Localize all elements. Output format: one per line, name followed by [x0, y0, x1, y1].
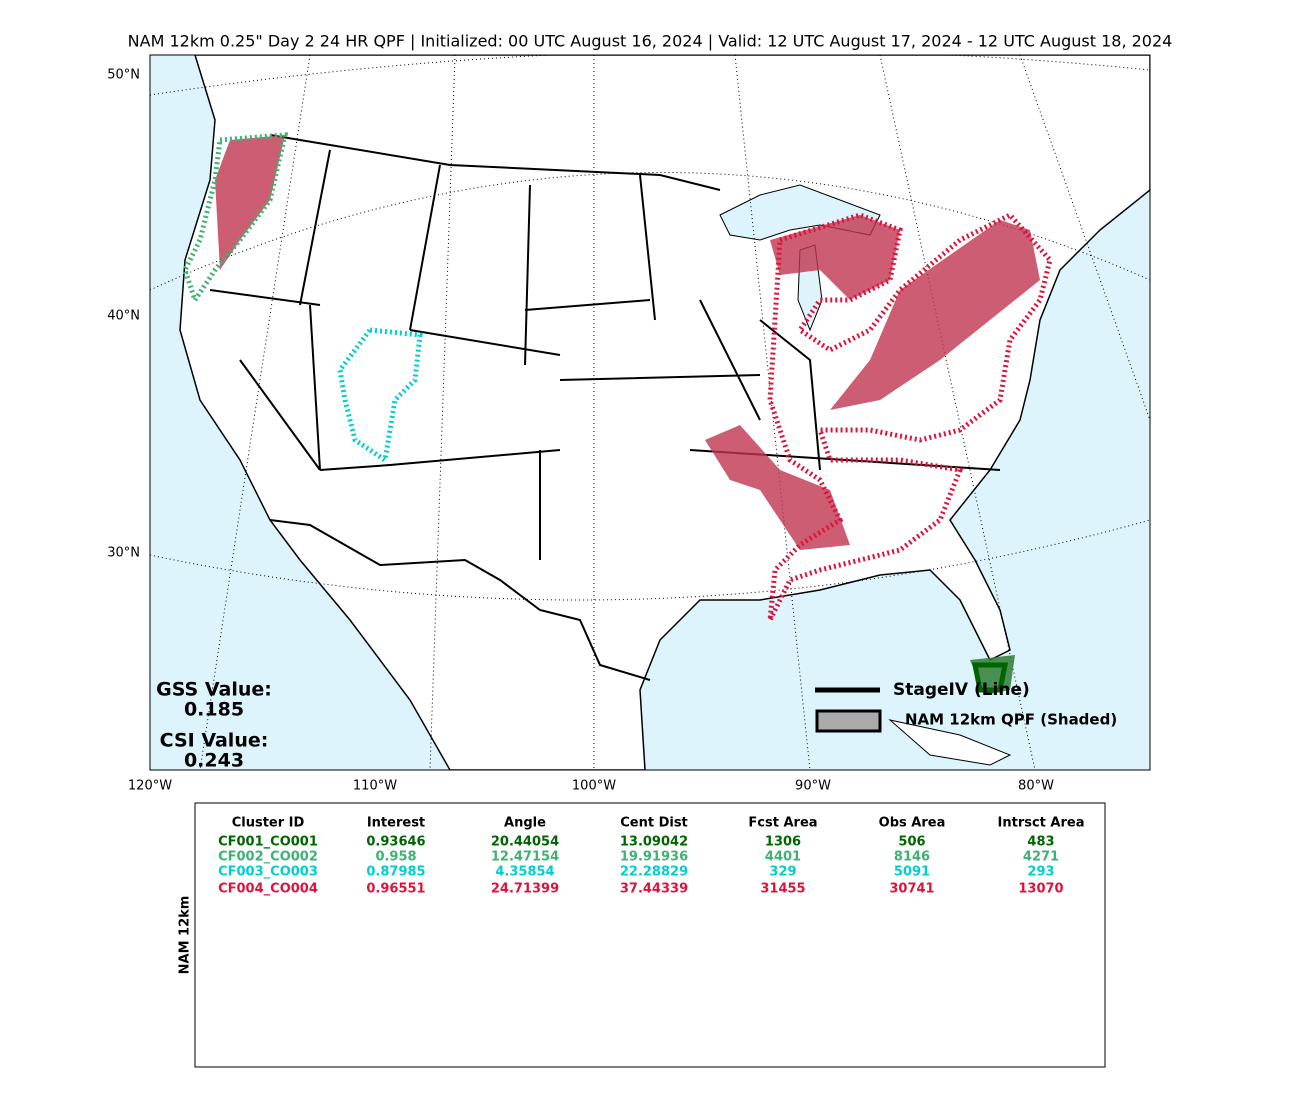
graticule: [1019, 55, 1150, 421]
table-cell: 12.47154: [491, 850, 559, 865]
table-cell: 483: [1027, 835, 1054, 850]
border: [269, 134, 721, 191]
cuba: [888, 719, 1012, 766]
table-header: Intrsct Area: [998, 816, 1085, 831]
table-cell: CF002_CO002: [218, 850, 318, 865]
table-header: Angle: [504, 816, 546, 831]
table-header: Fcst Area: [748, 816, 817, 831]
lon-label: 110°W: [353, 779, 397, 794]
legend-swatch: [815, 709, 882, 733]
lon-label: 100°W: [572, 779, 616, 794]
gss-label: GSS Value:: [156, 679, 272, 701]
state-lines: [209, 149, 1001, 560]
gss-value: 0.185: [184, 699, 244, 721]
legend-label: NAM 12km QPF (Shaded): [905, 711, 1117, 729]
lon-label: 90°W: [795, 779, 831, 794]
lon-label: 80°W: [1018, 779, 1054, 794]
table-cell: 4401: [765, 850, 801, 865]
graticule: [150, 519, 1150, 601]
observed-outline: [971, 662, 1009, 693]
table-cell: CF003_CO003: [218, 865, 318, 880]
observed-outline: [337, 327, 423, 465]
table-cell: 0.958: [375, 850, 416, 865]
table-cell: 506: [898, 835, 925, 850]
title: NAM 12km 0.25" Day 2 24 HR QPF | Initial…: [128, 32, 1173, 51]
table-frame: [194, 802, 1106, 1068]
lat-label: 30°N: [107, 546, 140, 561]
graticule: [150, 55, 1150, 96]
table-header: Obs Area: [879, 816, 946, 831]
forecast-area: [215, 135, 285, 270]
csi-label: CSI Value:: [160, 730, 269, 752]
table-cell: 4271: [1023, 850, 1059, 865]
lat-label: 40°N: [107, 309, 140, 324]
table-cell: 0.87985: [366, 865, 425, 880]
table-header: Cluster ID: [232, 816, 305, 831]
border: [269, 519, 651, 681]
table-cell: 293: [1027, 865, 1054, 880]
table-cell: 8146: [894, 850, 930, 865]
map: [150, 55, 1150, 770]
forecast-area: [770, 215, 900, 300]
table-header: Interest: [367, 816, 425, 831]
table-cell: 22.28829: [620, 865, 688, 880]
legend-label: StageIV (Line): [893, 680, 1030, 700]
table-cell: 0.96551: [366, 882, 425, 897]
map-frame: [149, 54, 1151, 771]
table-cell: 13.09042: [620, 835, 688, 850]
table-header: Cent Dist: [620, 816, 688, 831]
table-cell: 4.35854: [495, 865, 554, 880]
lat-label: 50°N: [107, 68, 140, 83]
table-cell: 31455: [760, 882, 805, 897]
table-cell: 329: [769, 865, 796, 880]
graticule: [429, 55, 456, 770]
table-cell: 30741: [889, 882, 934, 897]
table-cell: 20.44054: [491, 835, 559, 850]
lon-label: 120°W: [128, 779, 172, 794]
table-cell: 24.71399: [491, 882, 559, 897]
table-cell: 1306: [765, 835, 801, 850]
table-cell: 5091: [894, 865, 930, 880]
table-cell: 0.93646: [366, 835, 425, 850]
graticule: [199, 55, 311, 770]
table: Cluster ID Interest Angle Cent Dist Fcst Are…: [218, 816, 1084, 897]
land: [179, 55, 1150, 770]
table-side-label: NAM 12km: [178, 896, 193, 975]
table-cell: CF001_CO001: [218, 835, 318, 850]
csi-value: 0.243: [184, 750, 244, 772]
forecast-area: [705, 425, 850, 550]
table-cell: 13070: [1018, 882, 1063, 897]
table-cell: CF004_CO004: [218, 882, 318, 897]
table-cell: 19.91936: [620, 850, 688, 865]
table-cell: 37.44339: [620, 882, 688, 897]
forecast-area: [830, 220, 1040, 410]
